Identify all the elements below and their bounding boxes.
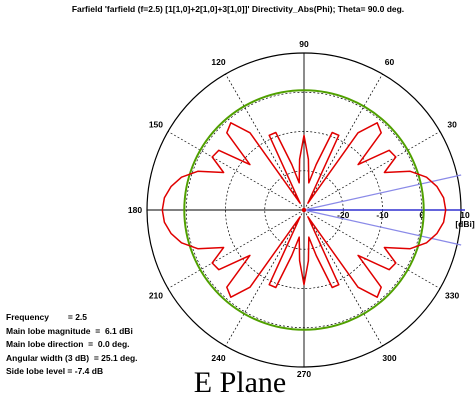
directivity-pattern-line <box>161 122 447 298</box>
angle-tick-label: 90 <box>299 39 309 49</box>
angle-tick-label: 330 <box>445 291 459 301</box>
angle-tick-label: 210 <box>149 291 163 301</box>
radial-tick-label: 0 <box>419 210 424 220</box>
angle-tick-label: 270 <box>297 369 311 379</box>
angle-tick-label: 60 <box>385 57 395 67</box>
angle-tick-label: 120 <box>211 57 225 67</box>
reference-circle <box>183 89 425 331</box>
info-main-lobe-magnitude: Main lobe magnitude = 6.1 dBi <box>6 325 133 336</box>
info-angular-width: Angular width (3 dB) = 25.1 deg. <box>6 352 138 363</box>
info-panel: Frequency = 2.5 Main lobe magnitude = 6.… <box>6 311 138 379</box>
grid-spoke-30 <box>303 131 441 211</box>
info-side-lobe-level: Side lobe level = -7.4 dB <box>6 366 104 376</box>
radial-tick-label: -20 <box>337 210 350 220</box>
angle-tick-label: 30 <box>447 120 457 130</box>
radial-tick-label: 10 <box>460 210 470 220</box>
center-marker <box>301 207 307 213</box>
radial-unit-label: [dBi] <box>455 219 475 229</box>
grid-spoke-150 <box>167 131 305 211</box>
info-frequency: Frequency = 2.5 <box>6 312 88 322</box>
radial-tick-label: -10 <box>376 210 389 220</box>
angular-width-line-1 <box>303 209 462 246</box>
angle-tick-label: 300 <box>382 353 396 363</box>
grid-spoke-60 <box>303 73 383 211</box>
angle-tick-label: 240 <box>211 353 225 363</box>
grid-spoke-300 <box>303 209 383 347</box>
angle-tick-label: 150 <box>149 120 163 130</box>
info-main-lobe-direction: Main lobe direction = 0.0 deg. <box>6 339 130 349</box>
angle-tick-label: 180 <box>128 205 142 215</box>
angular-width-line-0 <box>303 174 462 211</box>
plane-caption: E Plane <box>193 366 287 399</box>
chart-title: Farfield 'farfield (f=2.5) [1[1,0]+2[1,0… <box>71 4 405 14</box>
